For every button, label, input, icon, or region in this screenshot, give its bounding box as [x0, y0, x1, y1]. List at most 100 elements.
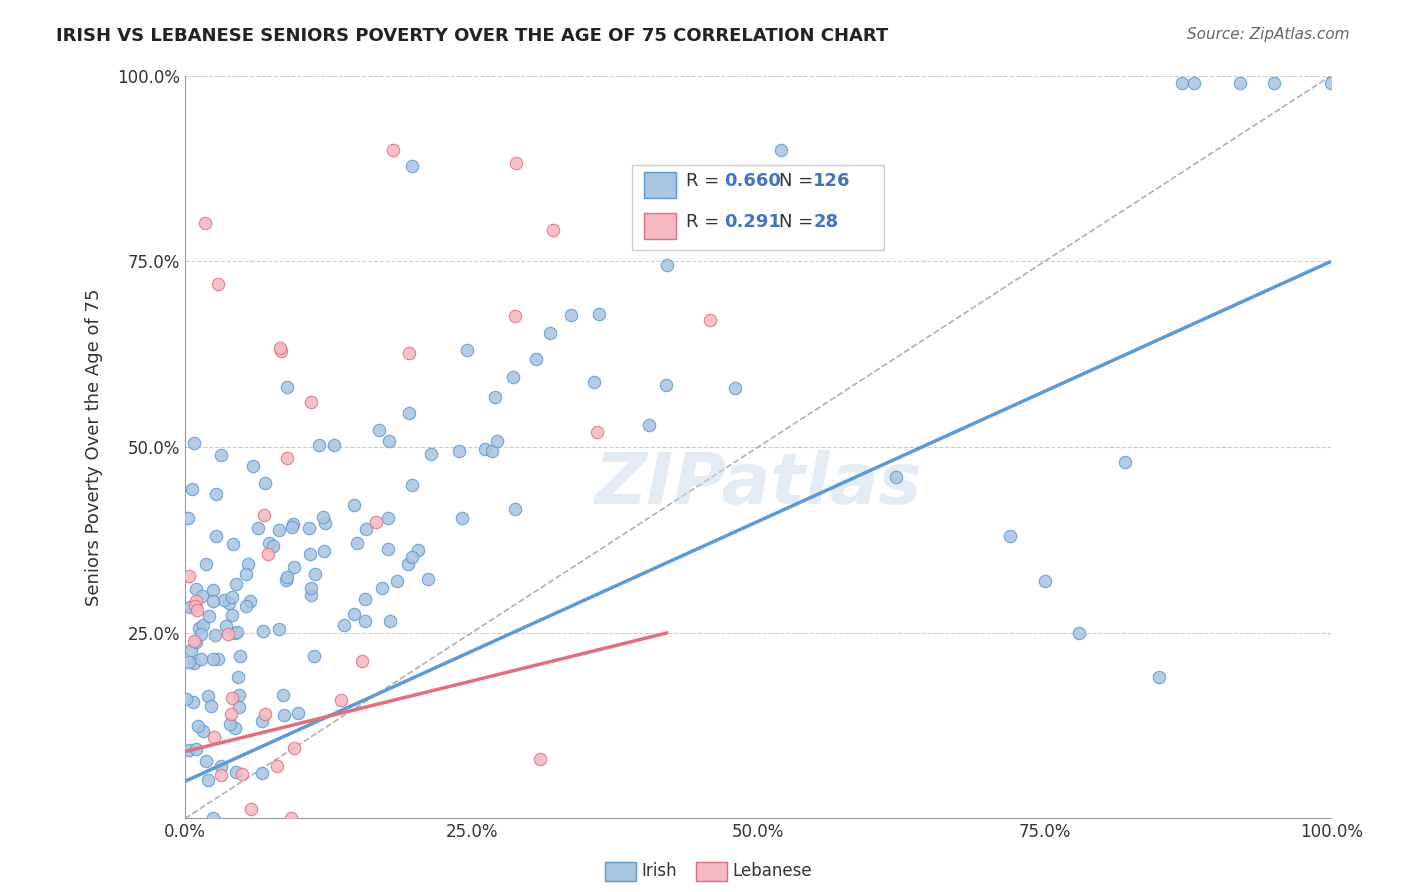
Text: Source: ZipAtlas.com: Source: ZipAtlas.com — [1187, 27, 1350, 42]
Point — [221, 590, 243, 604]
Point — [586, 425, 609, 439]
Point — [1069, 625, 1091, 640]
Point — [280, 520, 302, 534]
Point — [209, 759, 232, 773]
Point — [655, 258, 678, 272]
Point — [367, 423, 389, 437]
Point — [724, 380, 747, 394]
Point — [304, 567, 326, 582]
Point — [219, 707, 242, 722]
Point — [231, 767, 253, 781]
Point — [267, 523, 290, 537]
Point — [314, 516, 336, 530]
Point — [183, 657, 205, 671]
Point — [253, 475, 276, 490]
Point — [637, 418, 659, 433]
Text: ZIPatlas: ZIPatlas — [595, 450, 922, 518]
Point — [184, 594, 207, 608]
Text: N =: N = — [779, 213, 818, 231]
Point — [242, 458, 264, 473]
Point — [346, 536, 368, 550]
Text: IRISH VS LEBANESE SENIORS POVERTY OVER THE AGE OF 75 CORRELATION CHART: IRISH VS LEBANESE SENIORS POVERTY OVER T… — [56, 27, 889, 45]
Point — [202, 730, 225, 744]
Point — [502, 370, 524, 384]
Point — [177, 655, 200, 669]
Point — [228, 700, 250, 714]
Point — [226, 624, 249, 639]
Point — [308, 438, 330, 452]
Point — [262, 539, 284, 553]
Point — [276, 380, 298, 394]
Point — [274, 573, 297, 587]
Point — [177, 511, 200, 525]
Point — [194, 558, 217, 572]
Point — [180, 642, 202, 657]
Point — [184, 742, 207, 756]
Point — [202, 594, 225, 608]
Point — [529, 752, 551, 766]
Point — [484, 390, 506, 404]
Point — [236, 557, 259, 571]
Point — [1033, 574, 1056, 588]
Point — [538, 326, 561, 340]
Point — [419, 447, 441, 461]
Point — [198, 609, 221, 624]
FancyBboxPatch shape — [644, 172, 676, 198]
Point — [481, 444, 503, 458]
Point — [224, 626, 246, 640]
Point — [398, 346, 420, 360]
Point — [297, 520, 319, 534]
Point — [194, 216, 217, 230]
Point — [302, 649, 325, 664]
Point — [401, 549, 423, 564]
Point — [270, 343, 292, 358]
Point — [179, 743, 201, 757]
Point — [257, 536, 280, 550]
Point — [184, 599, 207, 613]
Point — [350, 654, 373, 668]
Point — [246, 521, 269, 535]
Point — [250, 714, 273, 728]
Point — [377, 541, 399, 556]
Point — [380, 614, 402, 628]
Point — [204, 487, 226, 501]
Point — [188, 621, 211, 635]
FancyBboxPatch shape — [633, 165, 884, 250]
Point — [217, 627, 239, 641]
Point — [204, 628, 226, 642]
Point — [266, 759, 288, 773]
Point — [770, 143, 793, 157]
Point — [353, 592, 375, 607]
Point — [201, 651, 224, 665]
Point — [343, 607, 366, 622]
Point — [541, 223, 564, 237]
Point — [194, 754, 217, 768]
Point — [218, 596, 240, 610]
Text: Irish: Irish — [641, 863, 676, 880]
Point — [884, 469, 907, 483]
FancyBboxPatch shape — [644, 213, 676, 239]
Point — [588, 307, 610, 321]
Point — [180, 483, 202, 497]
Point — [174, 692, 197, 706]
Point — [186, 603, 208, 617]
Point — [184, 582, 207, 597]
Point — [654, 378, 676, 392]
Point — [252, 624, 274, 639]
Point — [1229, 76, 1251, 90]
Text: N =: N = — [779, 172, 818, 190]
Text: R =: R = — [686, 172, 725, 190]
Point — [184, 635, 207, 649]
Point — [1114, 455, 1136, 469]
Point — [1263, 76, 1285, 90]
Point — [183, 634, 205, 648]
Point — [215, 619, 238, 633]
Point — [177, 569, 200, 583]
Point — [276, 570, 298, 584]
Text: R =: R = — [686, 213, 725, 231]
Point — [447, 444, 470, 458]
Point — [240, 802, 263, 816]
Point — [201, 811, 224, 825]
Point — [190, 652, 212, 666]
Point — [276, 451, 298, 466]
